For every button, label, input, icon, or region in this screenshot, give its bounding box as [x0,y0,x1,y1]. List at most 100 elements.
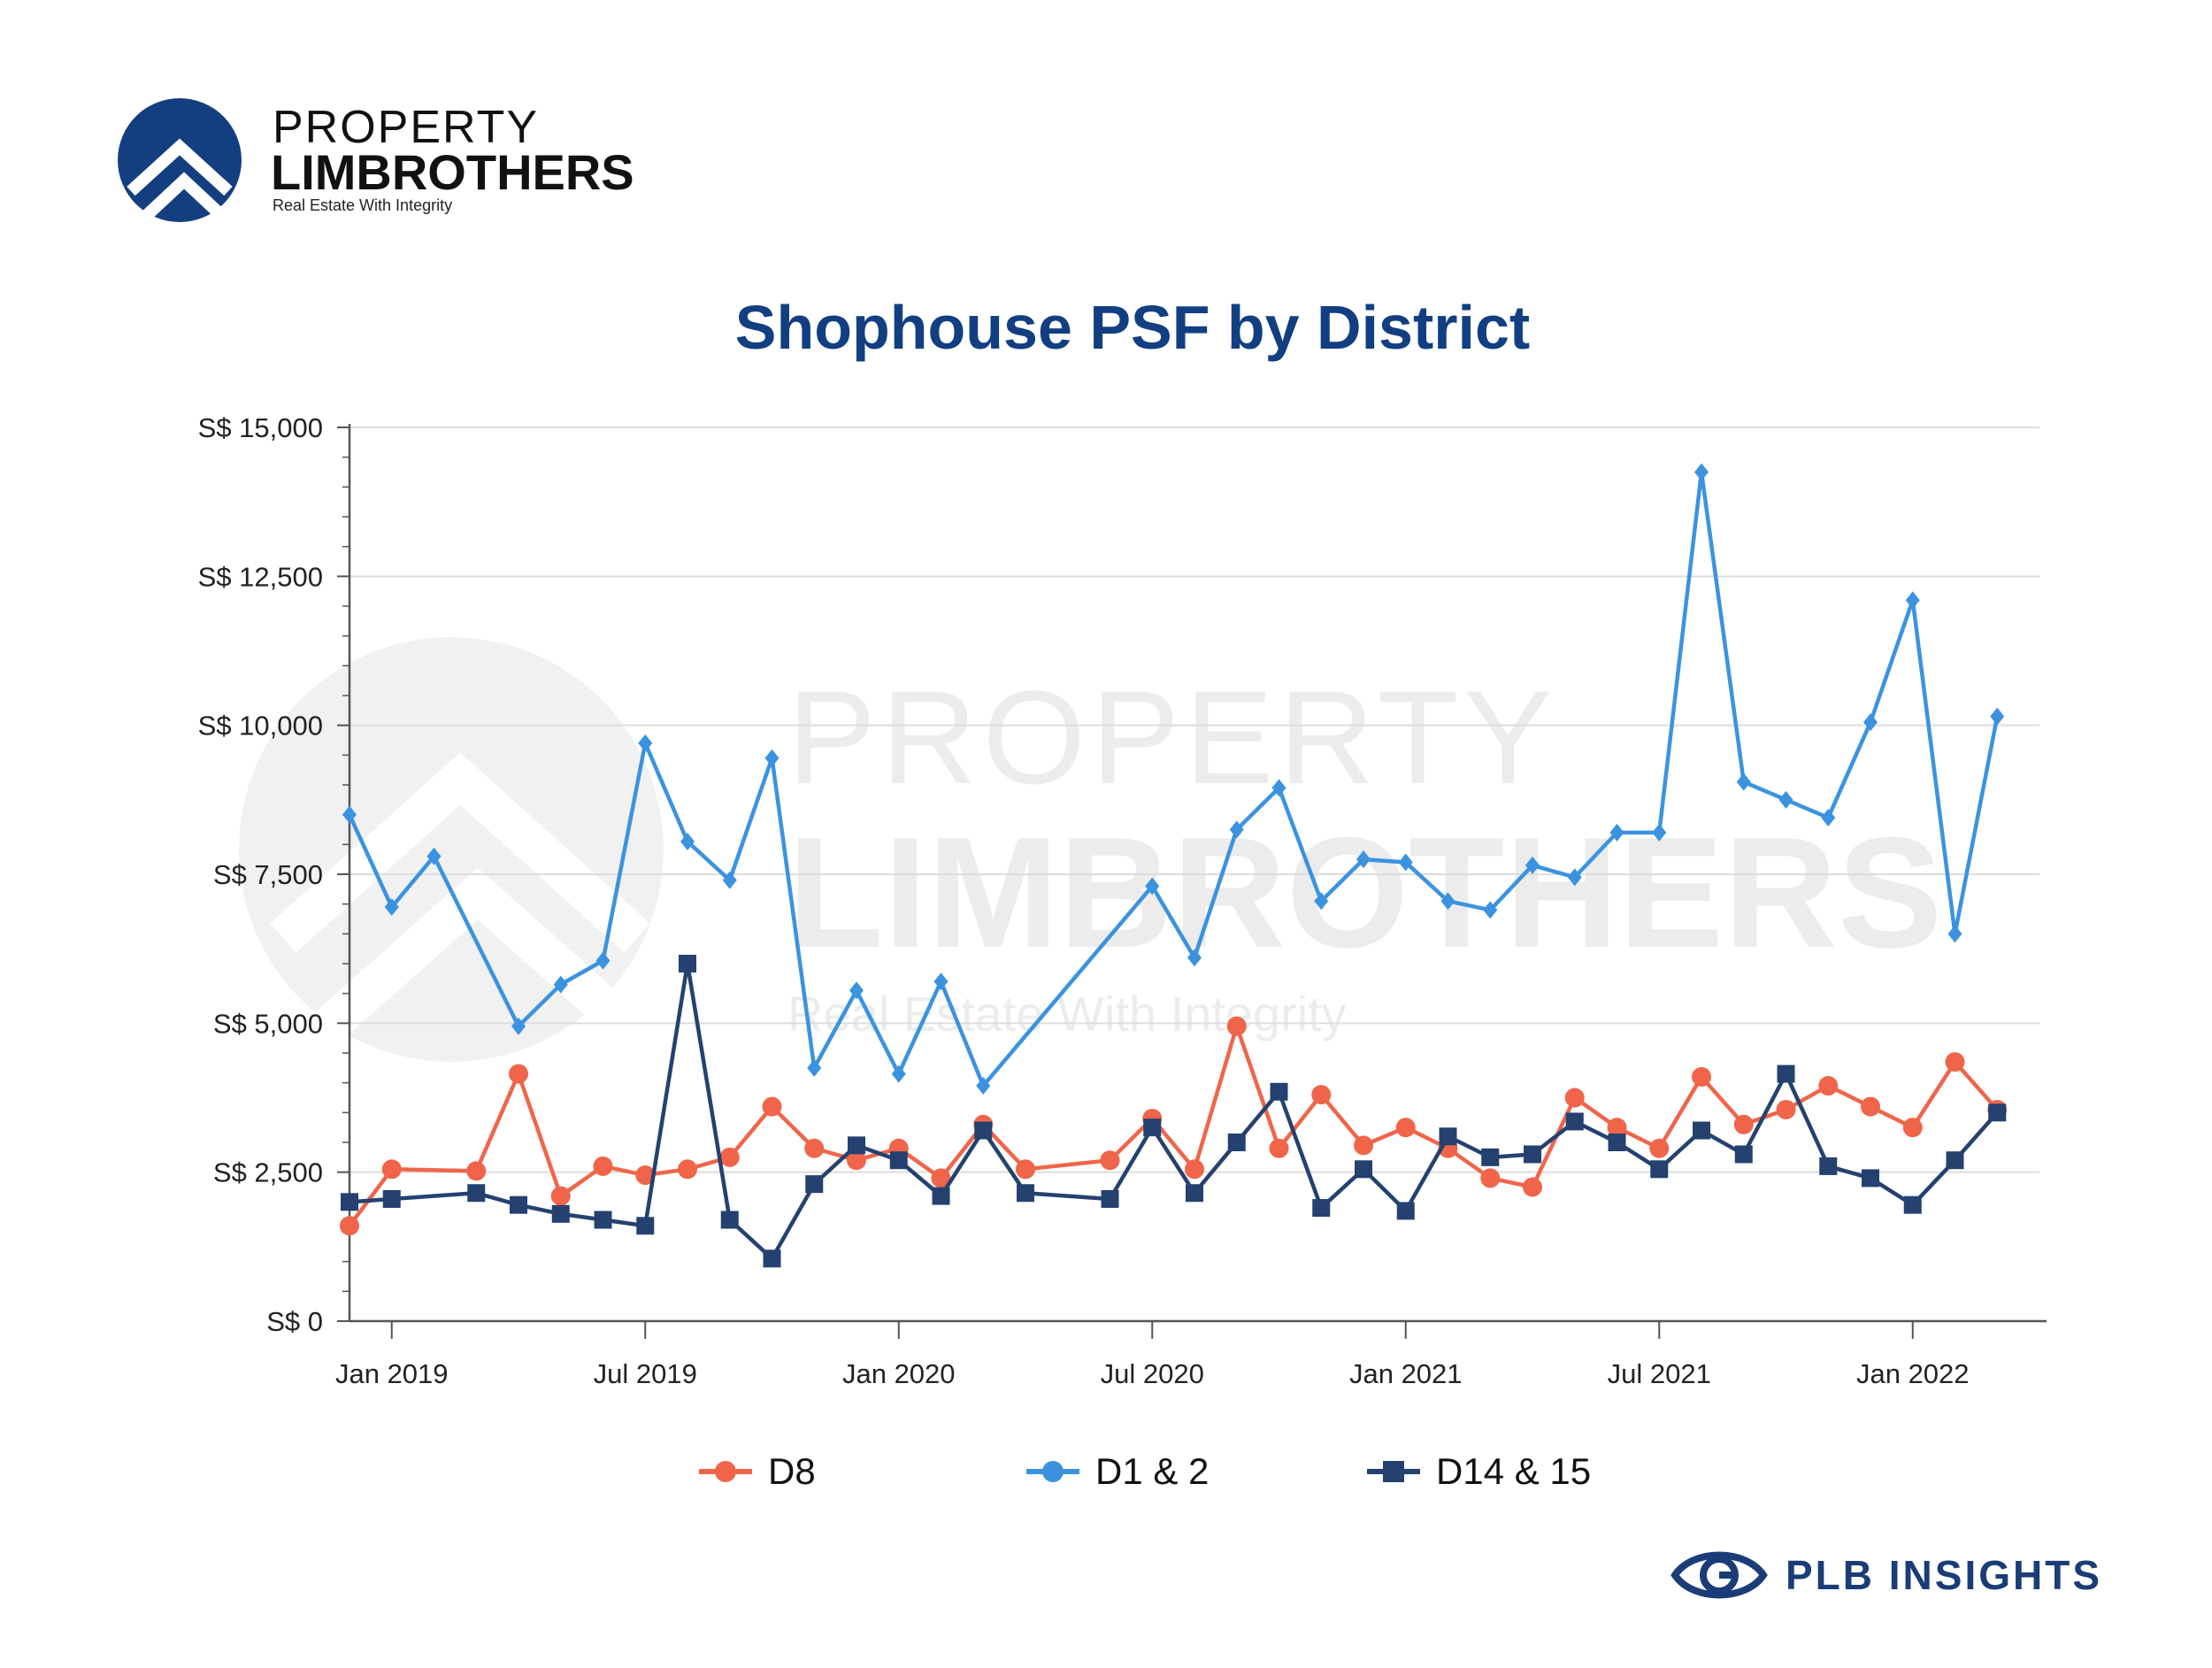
logo-wordmark-bottom: LIMBROTHERS [271,144,634,200]
data-point [553,975,568,994]
data-point [1861,1096,1880,1117]
data-point [1776,1099,1796,1119]
axes [337,424,2047,1339]
data-point [678,1159,697,1180]
data-point [720,1211,739,1229]
data-point [1902,1118,1923,1138]
legend-swatch-icon [1367,1461,1420,1482]
data-point [1650,1160,1669,1179]
data-point [1016,1159,1035,1180]
y-tick-labels: S$ 0 S$ 2,500 S$ 5,000 S$ 7,500 S$ 10,000 S$ … [198,412,323,1337]
data-point [1607,1118,1627,1138]
data-point [848,1136,865,1155]
data-point [1609,823,1624,842]
data-point [1608,1134,1626,1151]
legend-item-d1-2: D1 & 2 [1026,1441,1209,1503]
data-point [932,1187,950,1205]
data-point [1439,1127,1457,1146]
data-point [847,1150,866,1171]
legend-label: D14 & 15 [1436,1450,1592,1492]
data-point [1101,1189,1119,1208]
x-tick-label: Jul 2019 [594,1358,697,1389]
eye-icon [1671,1551,1768,1599]
data-point [382,1189,401,1208]
data-point [1863,713,1878,732]
legend-swatch-icon [699,1461,752,1482]
data-point [1145,877,1160,895]
data-point [1187,949,1202,967]
legend-item-d8: D8 [699,1441,816,1503]
data-point [1862,1169,1879,1188]
series-d1-2 [342,463,2005,1095]
y-tick-label: S$ 0 [266,1306,323,1337]
y-tick-label: S$ 12,500 [198,561,323,592]
data-point [1311,1085,1332,1105]
data-point [1271,779,1286,797]
data-point [1564,1088,1585,1108]
y-tick-label: S$ 2,500 [213,1157,323,1188]
data-point [381,1159,402,1180]
data-point [1398,853,1413,872]
data-point [1693,1121,1710,1140]
data-point [595,951,611,970]
data-point [635,1165,656,1186]
data-point [510,1195,527,1214]
data-point [1733,1114,1754,1134]
data-point [1355,1160,1372,1179]
data-point [638,734,653,752]
data-point [1481,1148,1500,1166]
chart-title: Shophouse PSF by District [734,293,1531,362]
legend-item-d14-15: D14 & 15 [1367,1441,1591,1503]
data-point [1523,1177,1542,1197]
logo-wordmark-top: PROPERTY [273,102,540,153]
data-point [933,972,949,991]
watermark-tagline: Real Estate With Integrity [787,986,1347,1042]
data-point [1734,1145,1753,1164]
legend: D8 D1 & 2 D14 & 15 [0,1441,2212,1503]
data-point [722,871,737,889]
data-point [1777,1065,1795,1083]
data-point [1692,1066,1711,1087]
watermark: PROPERTY LIMBROTHERS Real Estate With In… [239,637,1942,1062]
x-tick-label: Jul 2020 [1101,1358,1204,1389]
series-d14-15 [341,955,2007,1268]
data-point [1354,1135,1373,1156]
data-point [593,1156,613,1176]
data-point [1185,1159,1204,1180]
data-point [511,1017,526,1035]
y-tick-label: S$ 10,000 [198,711,323,742]
data-point [1649,1138,1670,1158]
data-point [680,832,695,850]
x-tick-label: Jan 2022 [1856,1358,1970,1389]
logo-mark-icon [118,98,242,223]
data-point [1819,1157,1838,1175]
data-point [805,1175,824,1194]
legend-label: D8 [768,1450,816,1492]
x-tick-label: Jan 2021 [1349,1358,1463,1389]
data-point [976,1077,991,1095]
plb-insights-brand: PLB INSIGHTS [1671,1540,2102,1610]
data-point [1946,1151,1964,1170]
data-point [1480,1168,1501,1188]
data-point [1945,1052,1965,1072]
x-tick-label: Jul 2021 [1608,1358,1711,1389]
series-layer [340,463,2008,1268]
series-line [347,470,2000,1088]
data-point [384,898,399,917]
data-point [426,847,442,865]
data-point [1395,1118,1416,1138]
data-point [594,1211,612,1229]
data-point [1356,850,1371,869]
data-point [1903,1195,1922,1214]
data-point [466,1161,487,1181]
y-tick-label: S$ 15,000 [198,412,323,443]
y-tick-label: S$ 7,500 [213,859,323,890]
x-tick-label: Jan 2019 [335,1358,449,1389]
data-point [719,1147,740,1167]
watermark-line1: PROPERTY [787,663,1557,811]
data-point [550,1186,571,1206]
data-point [1778,790,1793,809]
data-point [807,1058,822,1077]
data-point [1440,892,1455,911]
data-point [1226,1016,1247,1036]
